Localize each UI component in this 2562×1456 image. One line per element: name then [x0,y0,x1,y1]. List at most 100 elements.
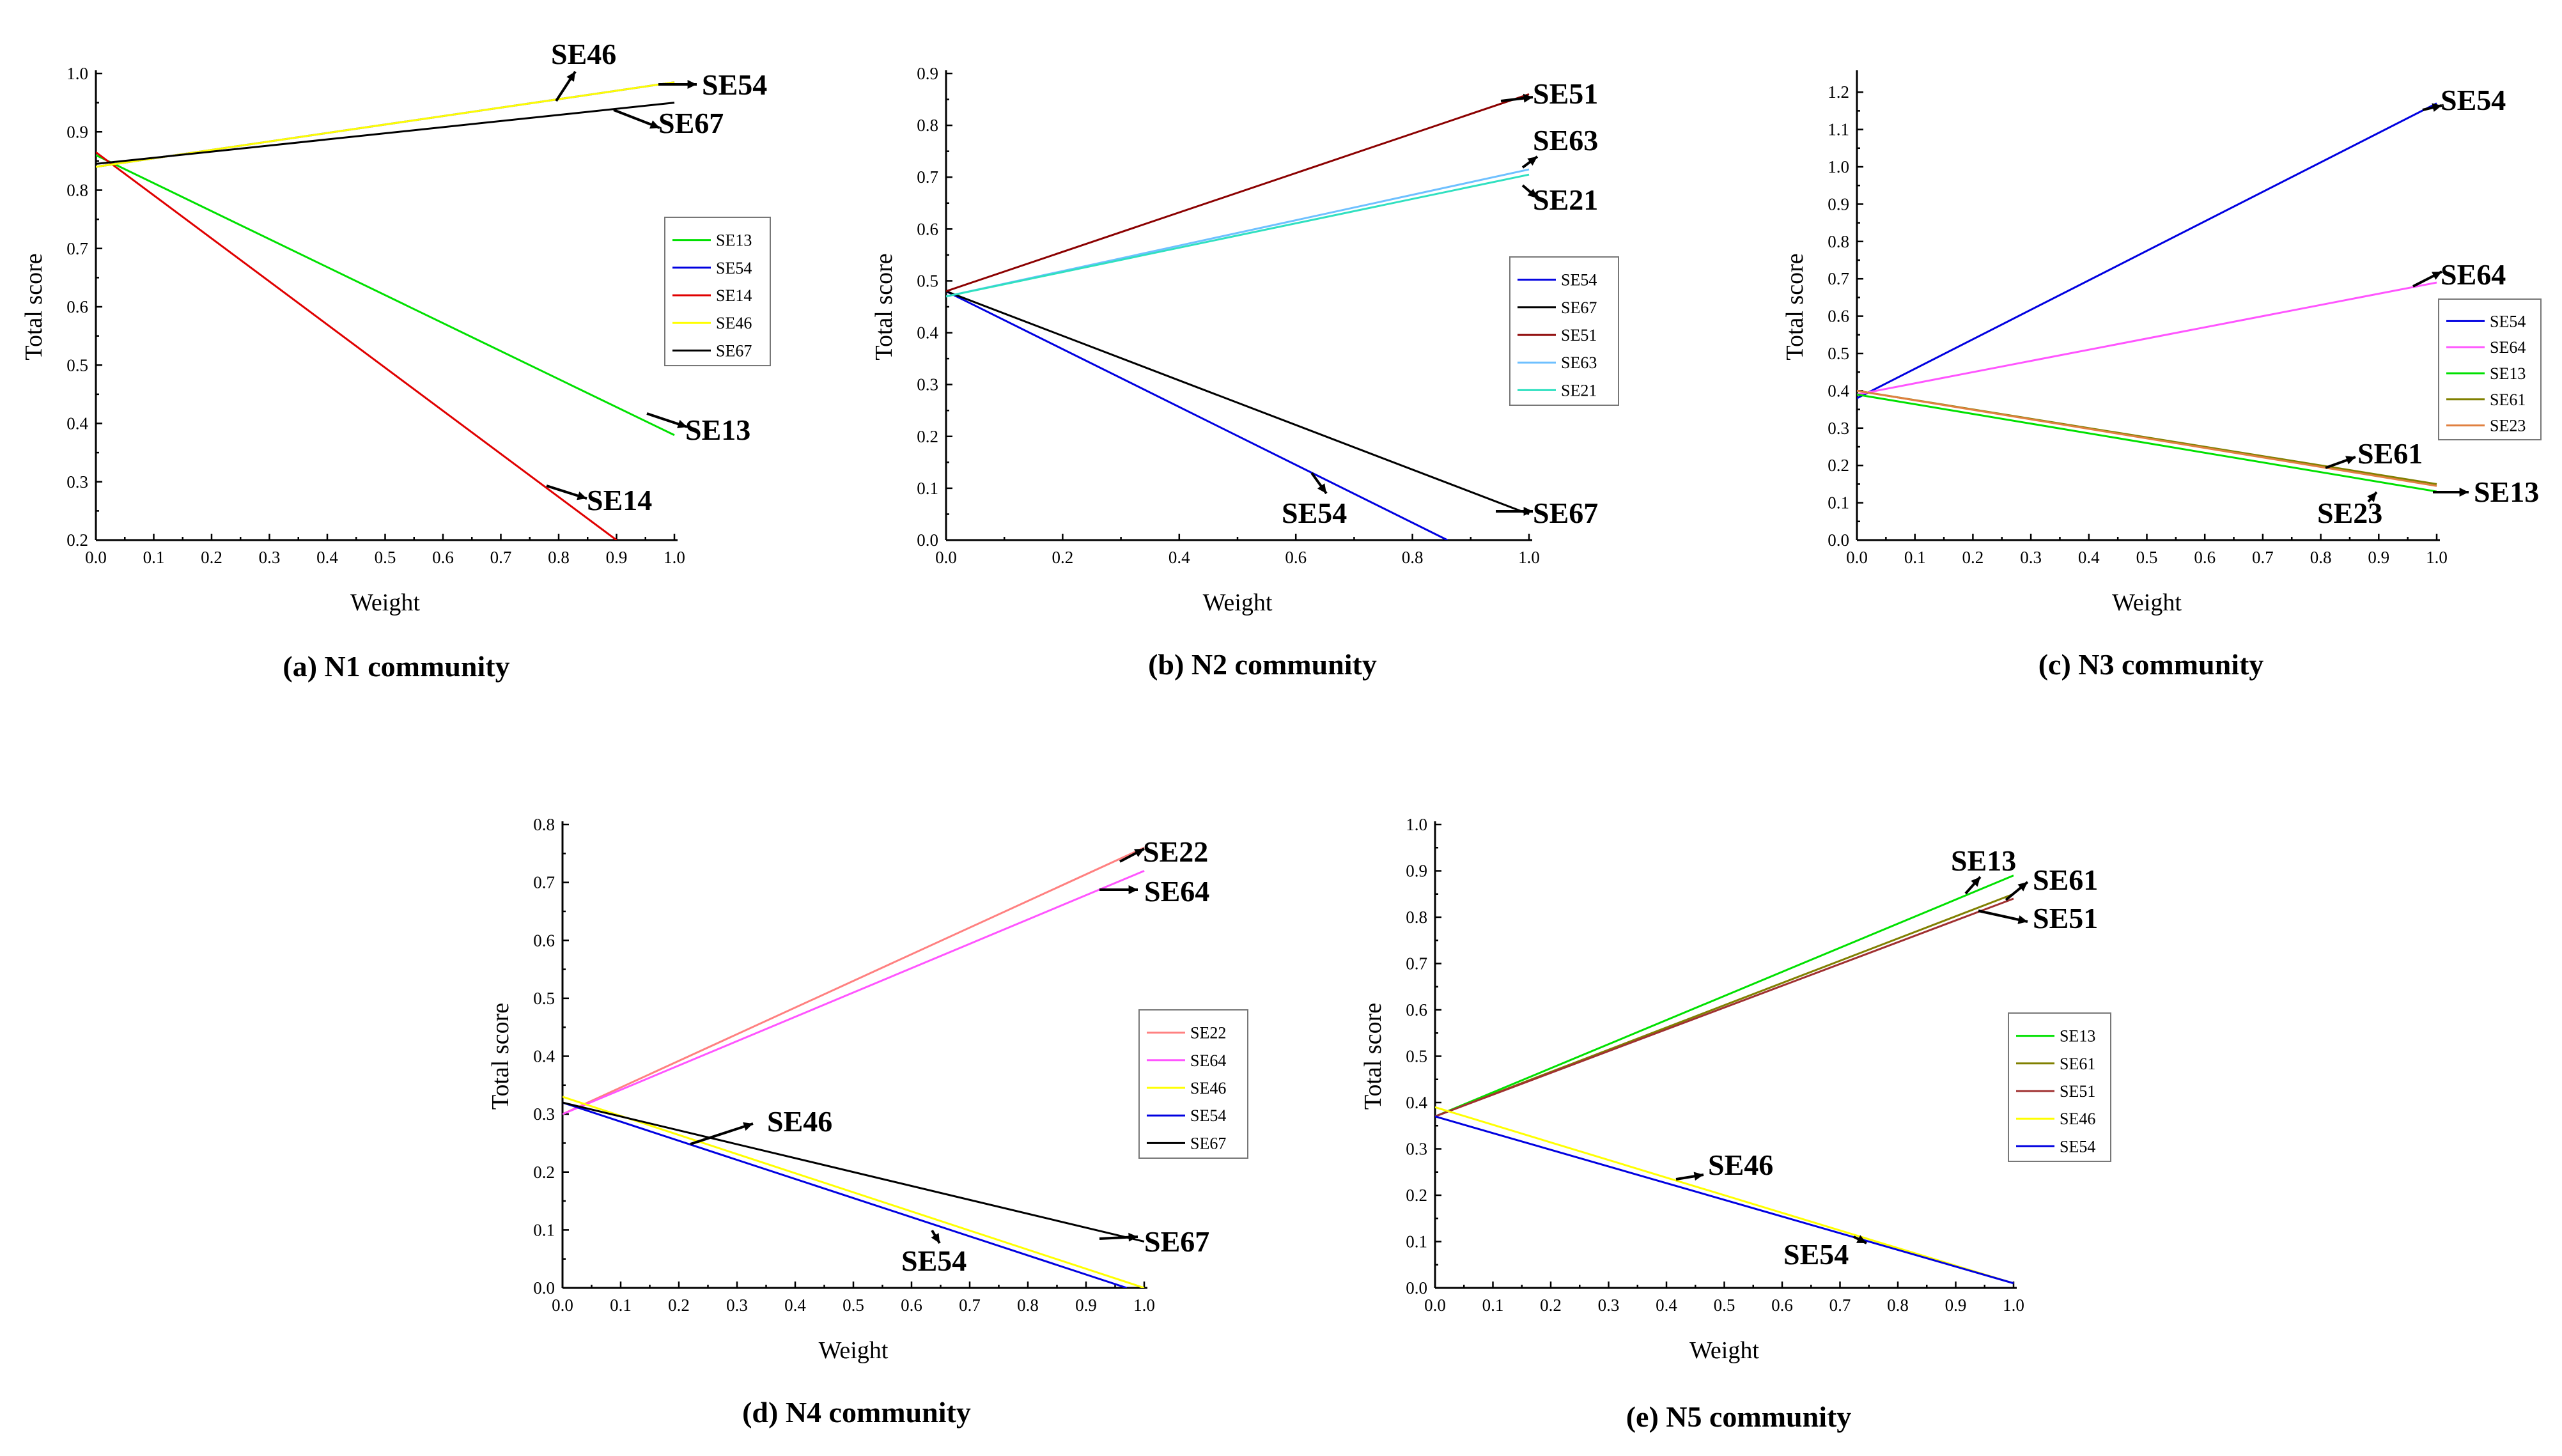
annotation-label: SE46 [767,1105,832,1138]
y-tick-label: 0.8 [1828,232,1849,251]
annotation-label: SE46 [1708,1149,1773,1181]
x-tick-label: 0.3 [726,1296,748,1315]
y-tick-label: 0.2 [533,1163,555,1182]
legend: SE54 SE67 SE51 SE63 SE21 [1510,257,1619,405]
panel-caption: (b) N2 community [1148,648,1377,681]
chart-panels: 0.0 0.1 0.2 0.3 0.4 0.5 0.6 0.7 0.8 0.9 1.0 0.2 0.3 0… [20,38,2541,1433]
panel-caption: (d) N4 community [742,1396,971,1429]
y-tick-label: 0.5 [533,989,555,1008]
y-tick-label: 0.9 [917,64,938,83]
x-tick-label: 0.0 [1424,1296,1446,1315]
panel-caption: (e) N5 community [1626,1400,1852,1433]
series-line-se67 [563,1103,1144,1242]
y-tick-label: 0.1 [533,1220,555,1239]
annotation-se51: SE51 [1978,902,2098,934]
legend-label-se13: SE13 [2060,1027,2095,1046]
series-group [1857,104,2437,492]
legend: SE54SE64SE13SE61SE23 [2439,299,2541,440]
x-tick-label: 1.0 [2003,1296,2024,1315]
annotation-label: SE46 [551,38,616,70]
chart-panel-3: 0.0 0.1 0.2 0.3 0.4 0.5 0.6 0.7 0.8 0.9 1.0 0.0 0.1 0… [1782,70,2541,681]
x-tick-label: 1.0 [1133,1296,1155,1315]
legend-label-se54: SE54 [2490,312,2526,330]
annotation-label: SE67 [1144,1225,1209,1258]
annotation-label: SE51 [1533,77,1598,110]
annotation-se64: SE64 [2413,258,2506,291]
series-group [96,82,674,540]
series-line-se14 [96,152,617,540]
y-tick-label: 0.6 [533,931,555,950]
annotation-label: SE54 [901,1244,967,1277]
y-tick-label: 0.3 [917,375,938,394]
y-tick-label: 0.6 [66,297,88,316]
legend-label-se51: SE51 [2060,1082,2095,1101]
y-tick-label: 0.5 [1828,344,1849,363]
arrow-head-icon [688,80,697,89]
y-tick-label: 0.0 [1828,531,1849,550]
y-tick-label: 0.1 [917,479,938,498]
x-tick-label: 1.0 [664,548,685,567]
y-axis-title: Total score [1360,1003,1386,1110]
y-tick-label: 1.2 [1828,82,1849,102]
x-tick-label: 0.0 [1846,548,1868,567]
series-group [946,94,1529,540]
x-tick-label: 0.2 [1962,548,1984,567]
series-line-se54 [1857,104,2437,398]
x-tick-label: 0.0 [552,1296,573,1315]
y-tick-label: 0.7 [1828,269,1849,288]
annotation-se61: SE61 [2006,864,2098,900]
chart-panel-4: 0.0 0.1 0.2 0.3 0.4 0.5 0.6 0.7 0.8 0.9 1.00.00.10… [487,815,1248,1429]
chart-panel-1: 0.0 0.1 0.2 0.3 0.4 0.5 0.6 0.7 0.8 0.9 1.0 0.2 0.3 0… [20,38,770,683]
annotation-label: SE67 [1533,497,1598,529]
annotation-se51: SE51 [1501,77,1598,110]
series-line-se54 [1435,1117,2014,1283]
annotation-se21: SE21 [1523,183,1598,216]
legend: SE22SE64SE46SE54SE67 [1139,1010,1248,1158]
x-tick-label: 0.1 [1904,548,1926,567]
legend-label-se63: SE63 [1561,353,1597,372]
annotation-se13: SE13 [1951,844,2016,894]
legend-label-se46: SE46 [2060,1110,2095,1128]
series-line-se23 [1857,391,2437,486]
y-axis-title: Total score [487,1003,514,1110]
panel-caption: (a) N1 community [283,650,509,683]
x-tick-label: 0.8 [1887,1296,1909,1315]
y-tick-label: 0.5 [1406,1047,1427,1066]
annotation-se54: SE54 [1282,473,1347,529]
x-tick-label: 0.8 [2310,548,2332,567]
legend-label-se13: SE13 [2490,364,2526,383]
y-tick-label: 0.2 [66,531,88,550]
legend-label-se54: SE54 [1561,271,1597,290]
y-tick-label: 0.7 [533,873,555,892]
annotation-se54: SE54 [1783,1235,1867,1271]
y-tick-label: 0.9 [1828,194,1849,213]
series-line-se67 [96,103,674,164]
series-line-se54 [946,291,1447,540]
x-tick-label: 0.3 [1598,1296,1620,1315]
x-tick-label: 0.3 [259,548,281,567]
x-axis-title: Weight [2112,589,2182,616]
series-line-se13 [1857,394,2437,492]
y-tick-label: 0.9 [1406,862,1427,881]
series-line-se67 [946,291,1529,515]
x-tick-label: 0.4 [1656,1296,1677,1315]
series-line-se64 [563,871,1144,1115]
y-tick-label: 0.8 [66,181,88,200]
y-tick-label: 0.7 [1406,954,1427,973]
x-axis-title: Weight [350,589,420,616]
legend-label-se51: SE51 [1561,326,1597,345]
y-tick-label: 0.5 [66,355,88,375]
x-tick-label: 0.9 [606,548,628,567]
x-tick-label: 0.6 [432,548,454,567]
annotation-label: SE13 [1951,844,2016,877]
x-axis-title: Weight [819,1337,889,1364]
legend-label-se21: SE21 [1561,381,1597,399]
annotation-se67: SE67 [1496,497,1598,529]
x-tick-label: 1.0 [1518,548,1540,567]
arrow-head-icon [743,1122,753,1131]
y-axis-title: Total score [871,253,897,360]
y-tick-label: 0.6 [917,219,938,238]
y-tick-label: 0.0 [1406,1278,1427,1297]
panel-caption: (c) N3 community [2038,648,2264,681]
legend-label-se54: SE54 [2060,1137,2095,1156]
